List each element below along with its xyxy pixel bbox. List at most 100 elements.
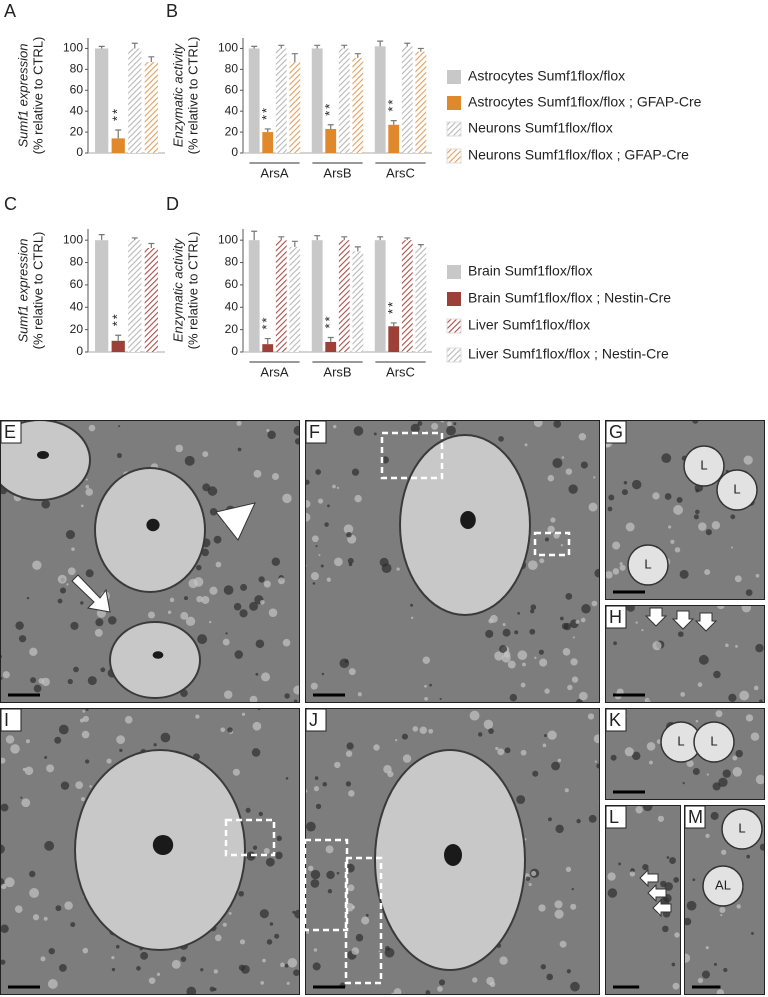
bar [374,240,386,352]
texture [32,914,40,921]
texture [266,939,273,945]
y-tick-label: 60 [225,82,239,96]
legend-swatch [446,121,462,137]
texture [736,904,741,909]
y-axis-label: (% relative to CTRL) [30,37,45,155]
texture [701,970,711,979]
texture [20,796,23,799]
texture [25,739,30,744]
lysosome [716,469,758,511]
texture [33,684,42,693]
texture [29,647,38,657]
texture [81,730,90,739]
error-bar [251,230,258,241]
texture [207,486,218,496]
texture [588,814,597,823]
texture [571,676,579,683]
texture [249,601,259,611]
error-bar [390,322,397,327]
texture [321,672,325,676]
texture [695,719,699,723]
texture [560,616,564,621]
texture [529,628,536,635]
bar [388,326,400,352]
texture [668,525,672,529]
texture [567,684,573,691]
micrograph-border [605,605,765,703]
texture [587,713,595,720]
error-bar [377,236,384,241]
bar [289,246,301,352]
panel-label: K [609,710,621,730]
texture [15,621,24,630]
x-tick-label: ArsA [260,165,289,180]
texture [209,620,212,624]
texture [605,571,613,579]
micrograph-border [605,420,765,600]
texture [686,900,697,911]
texture [373,432,377,436]
structure-label: L [644,556,651,571]
texture [348,668,356,676]
texture [439,697,442,701]
texture [745,589,753,596]
texture [88,424,96,432]
texture [425,990,431,995]
texture [735,749,743,758]
texture [438,979,446,986]
error-bar [148,242,155,249]
error-bar [390,119,397,125]
texture [720,914,723,917]
texture [610,754,617,761]
x-tick-label: ArsC [386,165,415,180]
texture [555,824,564,834]
texture [285,777,289,780]
nucleolus [146,518,160,532]
texture [613,641,617,646]
bar [401,46,413,154]
texture [715,710,723,718]
texture [619,562,623,566]
error-bar [131,237,138,241]
texture [649,760,653,765]
texture [311,535,319,543]
texture [660,880,667,888]
bar [352,57,364,154]
texture [565,592,573,600]
texture [87,676,97,686]
texture [410,423,420,434]
texture [82,947,89,954]
texture [686,759,694,768]
texture [236,420,242,426]
micrograph-border [0,420,300,703]
texture [417,420,423,426]
texture [253,469,262,478]
texture [557,758,562,763]
texture [644,697,651,703]
texture [258,811,263,817]
texture [324,522,329,527]
significance: ** [385,98,400,112]
texture [695,488,699,493]
texture [48,947,55,955]
texture [642,863,649,871]
texture [318,554,321,557]
texture [43,916,48,921]
texture [258,576,265,583]
texture [424,696,429,701]
texture [607,888,618,898]
texture [271,472,280,480]
bar [128,240,142,352]
texture [551,761,560,771]
texture [310,869,321,880]
nucleolus [152,651,164,659]
texture [528,882,532,887]
texture [384,945,390,951]
texture [84,759,90,764]
y-tick-label: 80 [225,62,239,76]
texture [662,925,669,933]
texture [437,986,443,992]
texture [539,558,545,564]
texture [570,658,578,666]
panel-label: F [309,422,320,442]
